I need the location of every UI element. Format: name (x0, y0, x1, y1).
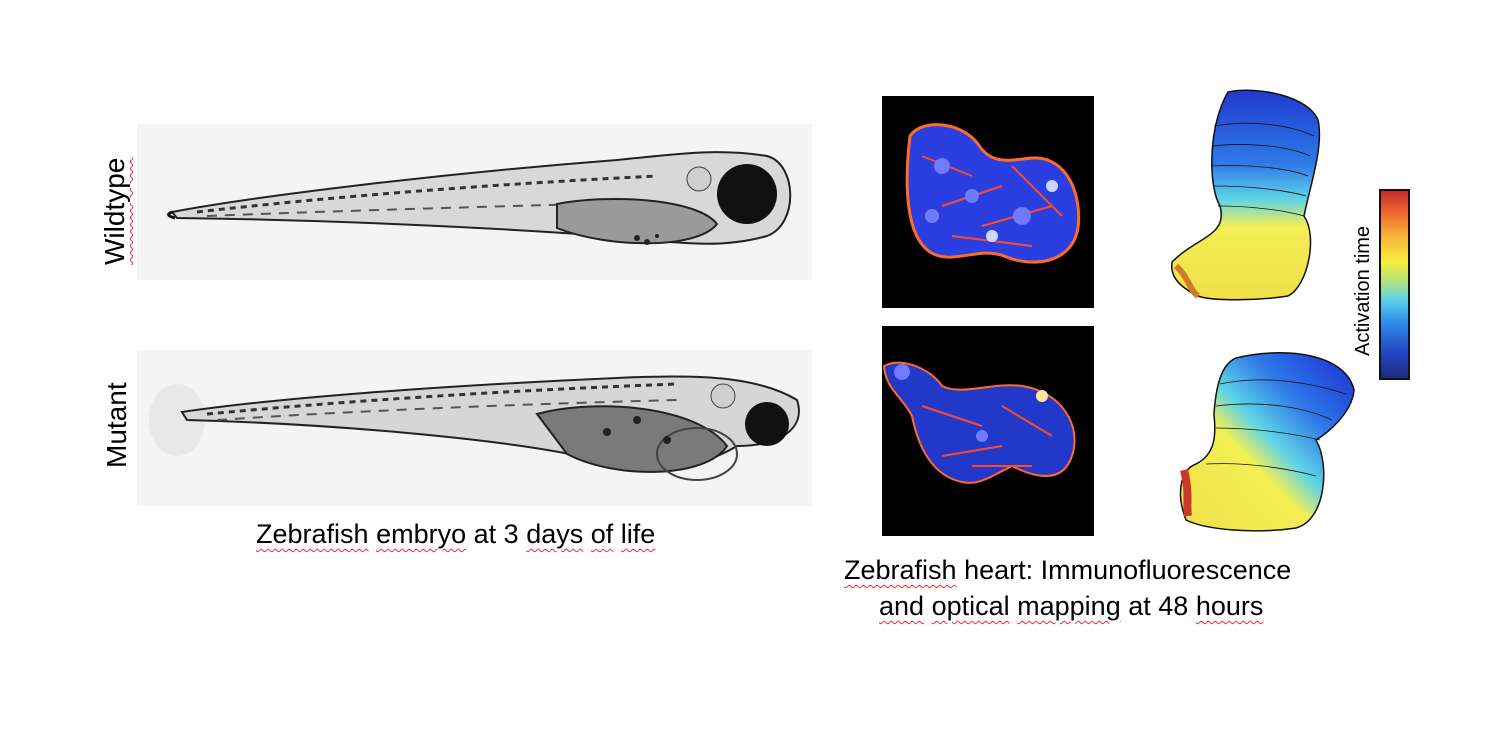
embryo-caption-word-4: days (526, 519, 584, 549)
wildtype-label: Wildtype (99, 157, 130, 265)
heart-caption-word-3: and (879, 591, 925, 621)
heart-caption-word-7: hours (1195, 591, 1264, 621)
heart-caption-word-1: Zebrafish (844, 555, 957, 585)
embryo-caption-word-2: embryo (376, 519, 467, 549)
embryo-caption-word-5: of (590, 519, 614, 549)
embryo-caption-word-3: at 3 (473, 519, 519, 549)
heart-caption-word-2: heart: Immunofluorescence (964, 555, 1292, 585)
mutant-heart-immunofluorescence-image (882, 326, 1094, 536)
embryo-caption-word-6: life (620, 519, 656, 549)
heart-caption-word-5: mapping (1017, 591, 1121, 621)
wildtype-embryo-image (137, 124, 812, 280)
embryo-caption-word-1: Zebrafish (256, 519, 369, 549)
heart-caption-line-1: Zebrafish heart: Immunofluorescence (844, 557, 1291, 584)
mutant-embryo-image (137, 350, 812, 506)
wildtype-heart-immunofluorescence-image (882, 96, 1094, 308)
colorbar-label: Activation time (1352, 225, 1374, 356)
heart-caption-word-6: at 48 (1128, 591, 1189, 621)
activation-time-colorbar (1379, 189, 1410, 380)
mutant-activation-map (1176, 344, 1358, 534)
heart-caption-line-2: and optical mapping at 48 hours (879, 593, 1263, 620)
heart-caption-word-4: optical (931, 591, 1010, 621)
embryo-caption: Zebrafish embryo at 3 days of life (256, 521, 655, 548)
mutant-label: Mutant (101, 382, 132, 468)
wildtype-activation-map (1168, 86, 1338, 304)
